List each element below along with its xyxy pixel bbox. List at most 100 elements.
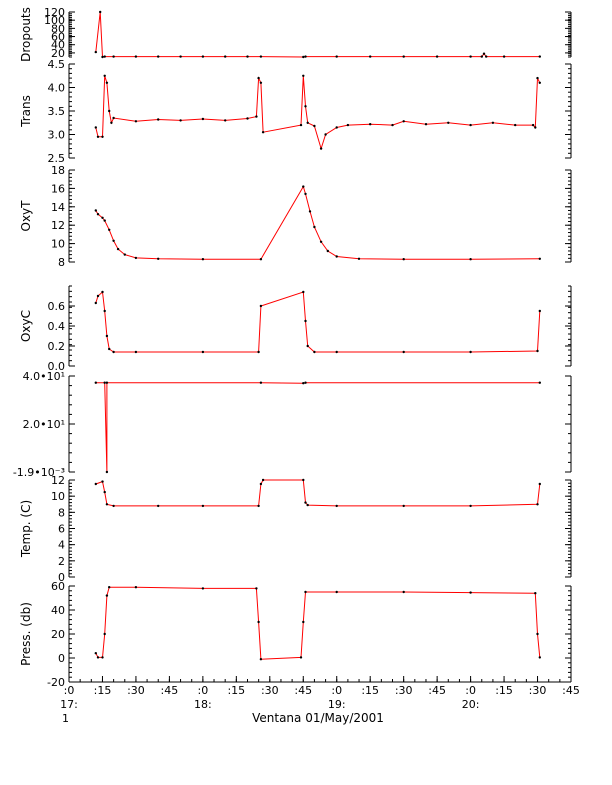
y-tick-label-unnamed-1: 2.0•10¹ — [23, 418, 65, 431]
panel-oxyt: 18 16 14 12 10 8 OxyT — [19, 164, 572, 269]
data-point-oxyt-17 — [326, 249, 329, 253]
data-point-unnamed-6 — [304, 381, 307, 384]
data-point-press-14 — [335, 590, 338, 594]
data-point-dropouts-8 — [201, 55, 205, 58]
data-point-press-11 — [299, 656, 303, 659]
data-point-dropouts-0 — [94, 50, 98, 54]
data-point-oxyc-0 — [94, 301, 98, 305]
x-tick-label-4: :0 — [198, 684, 209, 697]
data-point-dropouts-13 — [304, 55, 307, 58]
data-point-oxyt-1 — [96, 213, 100, 216]
data-point-oxyc-5 — [108, 347, 111, 351]
data-point-oxyt-13 — [304, 192, 307, 196]
y-tick-label-trans-0: 4.5 — [48, 58, 66, 71]
data-point-unnamed-0 — [94, 381, 98, 384]
data-point-press-3 — [103, 632, 106, 636]
data-point-trans-0 — [94, 126, 98, 129]
data-point-oxyc-2 — [101, 290, 104, 294]
data-point-trans-22 — [313, 124, 316, 128]
data-point-oxyc-15 — [335, 350, 338, 354]
y-tick-label-trans-2: 3.5 — [48, 105, 66, 118]
data-point-temp-10 — [302, 478, 305, 482]
data-point-dropouts-22 — [502, 55, 506, 58]
series-line-oxyt — [95, 185, 540, 260]
data-point-oxyt-20 — [402, 258, 405, 261]
data-point-press-18 — [536, 632, 539, 636]
data-point-trans-29 — [402, 120, 405, 123]
data-point-trans-19 — [302, 74, 305, 78]
panel-label-oxyc: OxyC — [19, 310, 33, 342]
data-point-unnamed-2 — [105, 470, 109, 474]
x-tick-label-5: :15 — [227, 684, 245, 697]
data-point-temp-9 — [261, 478, 265, 482]
data-point-press-5 — [108, 586, 111, 589]
x-tick-label-7: :45 — [294, 684, 312, 697]
data-point-trans-10 — [179, 119, 182, 122]
data-point-unnamed-4 — [259, 381, 263, 384]
data-point-dropouts-23 — [538, 55, 541, 58]
data-point-temp-11 — [304, 501, 307, 504]
data-point-press-4 — [105, 594, 109, 597]
data-point-trans-1 — [96, 135, 100, 138]
data-point-oxyt-12 — [302, 185, 305, 188]
data-point-trans-37 — [536, 76, 539, 80]
data-point-oxyt-9 — [157, 257, 160, 260]
data-point-oxyc-10 — [259, 304, 263, 308]
data-point-dropouts-15 — [369, 55, 372, 58]
data-point-temp-13 — [335, 504, 338, 508]
data-point-oxyt-15 — [313, 225, 316, 229]
data-point-temp-14 — [402, 504, 405, 508]
y-tick-label-dropouts-5: 20 — [51, 47, 65, 60]
y-tick-label-temp-4: 4 — [58, 539, 65, 552]
data-point-trans-9 — [157, 118, 160, 121]
data-point-dropouts-19 — [480, 55, 483, 58]
y-tick-label-press-3: 0 — [58, 652, 65, 665]
data-point-dropouts-16 — [402, 55, 405, 58]
data-point-dropouts-9 — [224, 55, 227, 58]
data-point-oxyt-0 — [94, 209, 98, 212]
x-tick-label-2: :30 — [127, 684, 145, 697]
data-point-trans-2 — [101, 135, 104, 138]
y-tick-label-oxyc-2: 0.2 — [48, 340, 66, 353]
data-point-temp-16 — [536, 503, 539, 506]
data-point-trans-4 — [105, 81, 109, 85]
y-tick-label-trans-1: 4.0 — [48, 82, 66, 95]
panel-label-temp: Temp. (C) — [19, 500, 33, 558]
y-tick-label-temp-0: 12 — [51, 474, 65, 487]
data-point-trans-36 — [534, 126, 537, 129]
data-point-press-15 — [402, 590, 405, 594]
y-tick-label-dropouts-1: 100 — [44, 14, 65, 27]
y-tick-label-trans-4: 2.5 — [48, 152, 66, 165]
data-point-dropouts-4 — [112, 55, 115, 58]
data-point-oxyc-14 — [313, 350, 316, 354]
panel-label-trans: Trans — [19, 95, 33, 128]
data-point-dropouts-21 — [485, 55, 488, 58]
y-tick-label-temp-6: 0 — [58, 571, 65, 584]
data-point-press-13 — [304, 590, 307, 594]
data-point-press-10 — [259, 658, 263, 661]
data-point-unnamed-7 — [538, 381, 541, 384]
data-point-dropouts-3 — [103, 55, 106, 58]
x-tick-label-9: :15 — [361, 684, 379, 697]
data-point-temp-8 — [259, 482, 263, 486]
data-point-oxyt-6 — [116, 247, 120, 251]
data-point-press-0 — [94, 652, 98, 655]
data-point-temp-0 — [94, 482, 98, 486]
y-tick-label-oxyc-3: 0.0 — [48, 360, 66, 373]
data-point-oxyc-9 — [257, 350, 260, 354]
panel-label-oxyt: OxyT — [19, 200, 33, 232]
y-tick-label-dropouts-0: 120 — [44, 6, 65, 19]
x-tick-label-6: :30 — [261, 684, 279, 697]
data-point-oxyc-19 — [538, 309, 541, 313]
x-hour-label-4: 18: — [194, 698, 212, 711]
y-tick-label-temp-1: 10 — [51, 490, 65, 503]
data-point-trans-38 — [538, 81, 541, 85]
data-point-unnamed-5 — [302, 382, 305, 385]
data-point-trans-5 — [108, 109, 111, 113]
data-point-oxyt-3 — [103, 219, 106, 222]
data-point-dropouts-12 — [302, 55, 305, 59]
y-tick-label-dropouts-3: 60 — [51, 31, 65, 44]
data-point-oxyt-19 — [357, 257, 361, 260]
data-point-oxyt-16 — [319, 240, 323, 243]
